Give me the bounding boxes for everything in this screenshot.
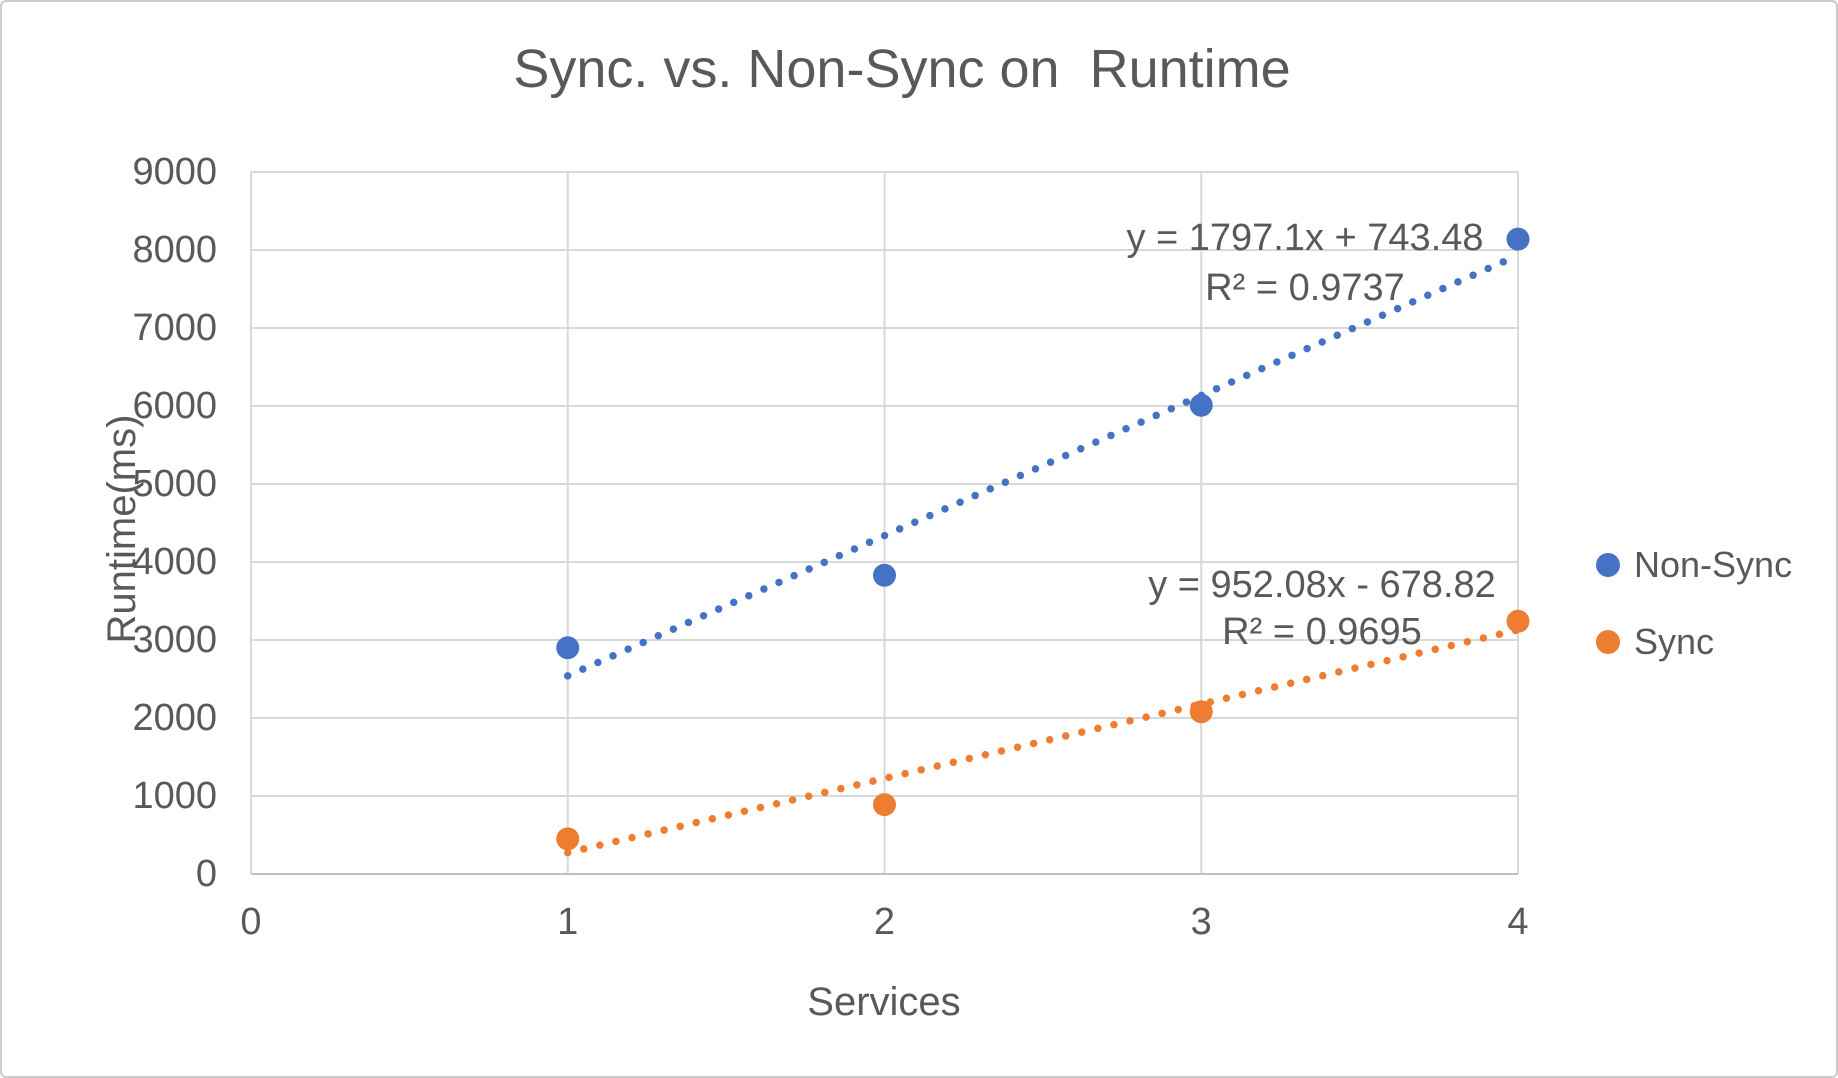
trendline-equation: y = 1797.1x + 743.48: [995, 213, 1615, 263]
x-tick-label: 3: [1141, 902, 1261, 942]
data-point-sync: [1190, 700, 1213, 723]
data-point-non-sync: [556, 636, 579, 659]
trendline-annotation-non-sync: y = 1797.1x + 743.48R² = 0.9737: [995, 213, 1615, 313]
trendline-annotation-sync: y = 952.08x - 678.82R² = 0.9695: [1012, 562, 1632, 656]
trendline-r-squared: R² = 0.9695: [1012, 609, 1632, 656]
y-axis-title: Runtime(ms): [98, 329, 146, 729]
data-point-sync: [556, 827, 579, 850]
trendline-equation: y = 952.08x - 678.82: [1012, 562, 1632, 609]
data-point-non-sync: [1190, 394, 1213, 417]
x-tick-label: 0: [191, 902, 311, 942]
y-tick-label: 9000: [2, 152, 217, 192]
y-tick-label: 8000: [2, 230, 217, 270]
chart-frame: Sync. vs. Non-Sync on Runtime 0100020003…: [0, 0, 1838, 1078]
legend-label: Sync: [1634, 621, 1714, 663]
data-point-sync: [873, 793, 896, 816]
data-point-non-sync: [873, 564, 896, 587]
x-axis-title: Services: [684, 978, 1084, 1026]
y-tick-label: 1000: [2, 776, 217, 816]
y-tick-label: 0: [2, 854, 217, 894]
legend-label: Non-Sync: [1634, 544, 1792, 586]
x-tick-label: 1: [508, 902, 628, 942]
trendline-r-squared: R² = 0.9737: [995, 263, 1615, 313]
x-tick-label: 4: [1458, 902, 1578, 942]
x-tick-label: 2: [825, 902, 945, 942]
trendline-sync: [568, 630, 1518, 853]
